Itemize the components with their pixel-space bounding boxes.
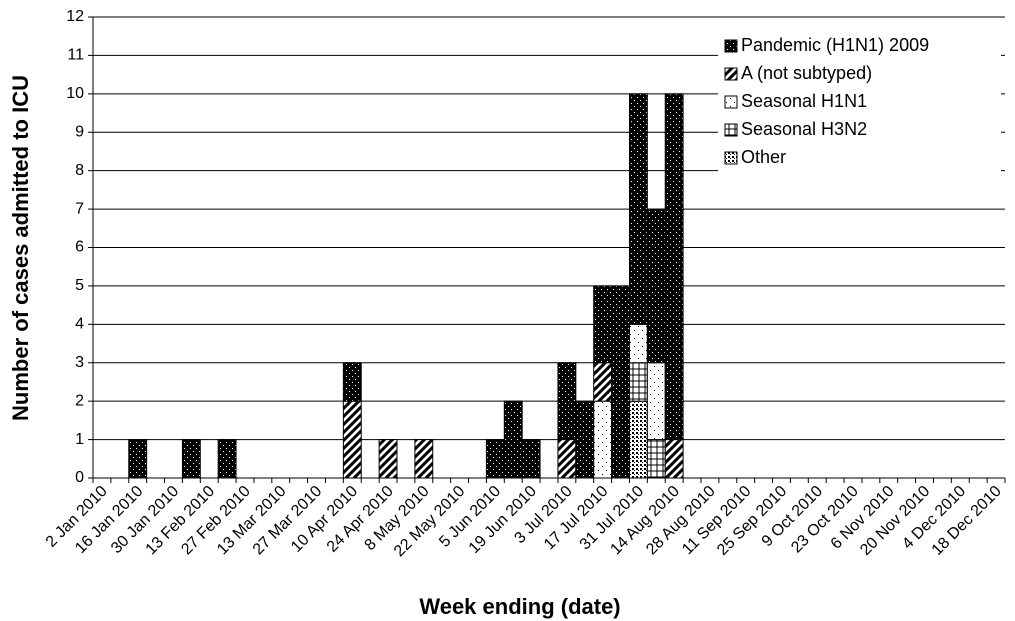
y-tick-label: 10 — [66, 85, 84, 102]
y-tick-label: 9 — [75, 123, 84, 140]
bar-segment — [485, 439, 505, 479]
bar-segment — [628, 323, 648, 364]
y-axis-title: Number of cases admitted to ICU — [8, 75, 33, 421]
bar-segment — [628, 400, 648, 479]
bar-segment — [628, 93, 648, 325]
legend-swatch — [724, 39, 738, 53]
y-tick-label: 11 — [67, 47, 84, 64]
bar-segment — [646, 208, 666, 364]
bar-segment — [593, 285, 613, 364]
bar-segment — [664, 93, 684, 441]
bar-segment — [217, 439, 237, 479]
y-tick-label: 0 — [75, 469, 84, 486]
bar-segment — [646, 362, 666, 441]
bar-segment — [575, 400, 595, 479]
y-tick-label: 12 — [66, 8, 84, 25]
bar-segment — [128, 439, 148, 479]
bar-segment — [342, 362, 362, 402]
bar-segment — [628, 362, 648, 402]
legend-swatch — [724, 95, 738, 109]
bar-segment — [593, 362, 613, 402]
y-tick-label: 5 — [75, 277, 84, 294]
bar-segment — [646, 439, 666, 479]
x-axis-title: Week ending (date) — [419, 594, 620, 619]
legend-label: A (not subtyped) — [741, 63, 872, 83]
y-tick-label: 7 — [75, 200, 84, 217]
legend-swatch — [724, 123, 738, 137]
bar-segment — [611, 285, 630, 479]
y-tick-label: 6 — [75, 239, 84, 256]
bar-segment — [593, 400, 613, 479]
y-tick-label: 4 — [75, 316, 84, 333]
y-tick-label: 2 — [75, 392, 84, 409]
y-tick-label: 8 — [75, 162, 84, 179]
bar-segment — [521, 439, 541, 479]
y-tick-label: 1 — [75, 431, 84, 448]
bar-segment — [557, 439, 577, 479]
legend-label: Other — [741, 147, 786, 167]
bar-segment — [378, 439, 398, 479]
legend-label: Seasonal H1N1 — [741, 91, 867, 111]
bar-segment — [414, 439, 434, 479]
legend-swatch — [724, 151, 738, 165]
bar-segment — [557, 362, 577, 441]
y-tick-label: 3 — [75, 354, 84, 371]
legend-box — [718, 30, 1001, 182]
bar-segment — [181, 439, 201, 479]
legend-label: Pandemic (H1N1) 2009 — [741, 35, 929, 55]
legend-swatch — [724, 67, 738, 81]
bar-segment — [342, 400, 362, 479]
legend-label: Seasonal H3N2 — [741, 119, 867, 139]
bar-segment — [664, 439, 684, 479]
bar-segment — [503, 400, 523, 479]
